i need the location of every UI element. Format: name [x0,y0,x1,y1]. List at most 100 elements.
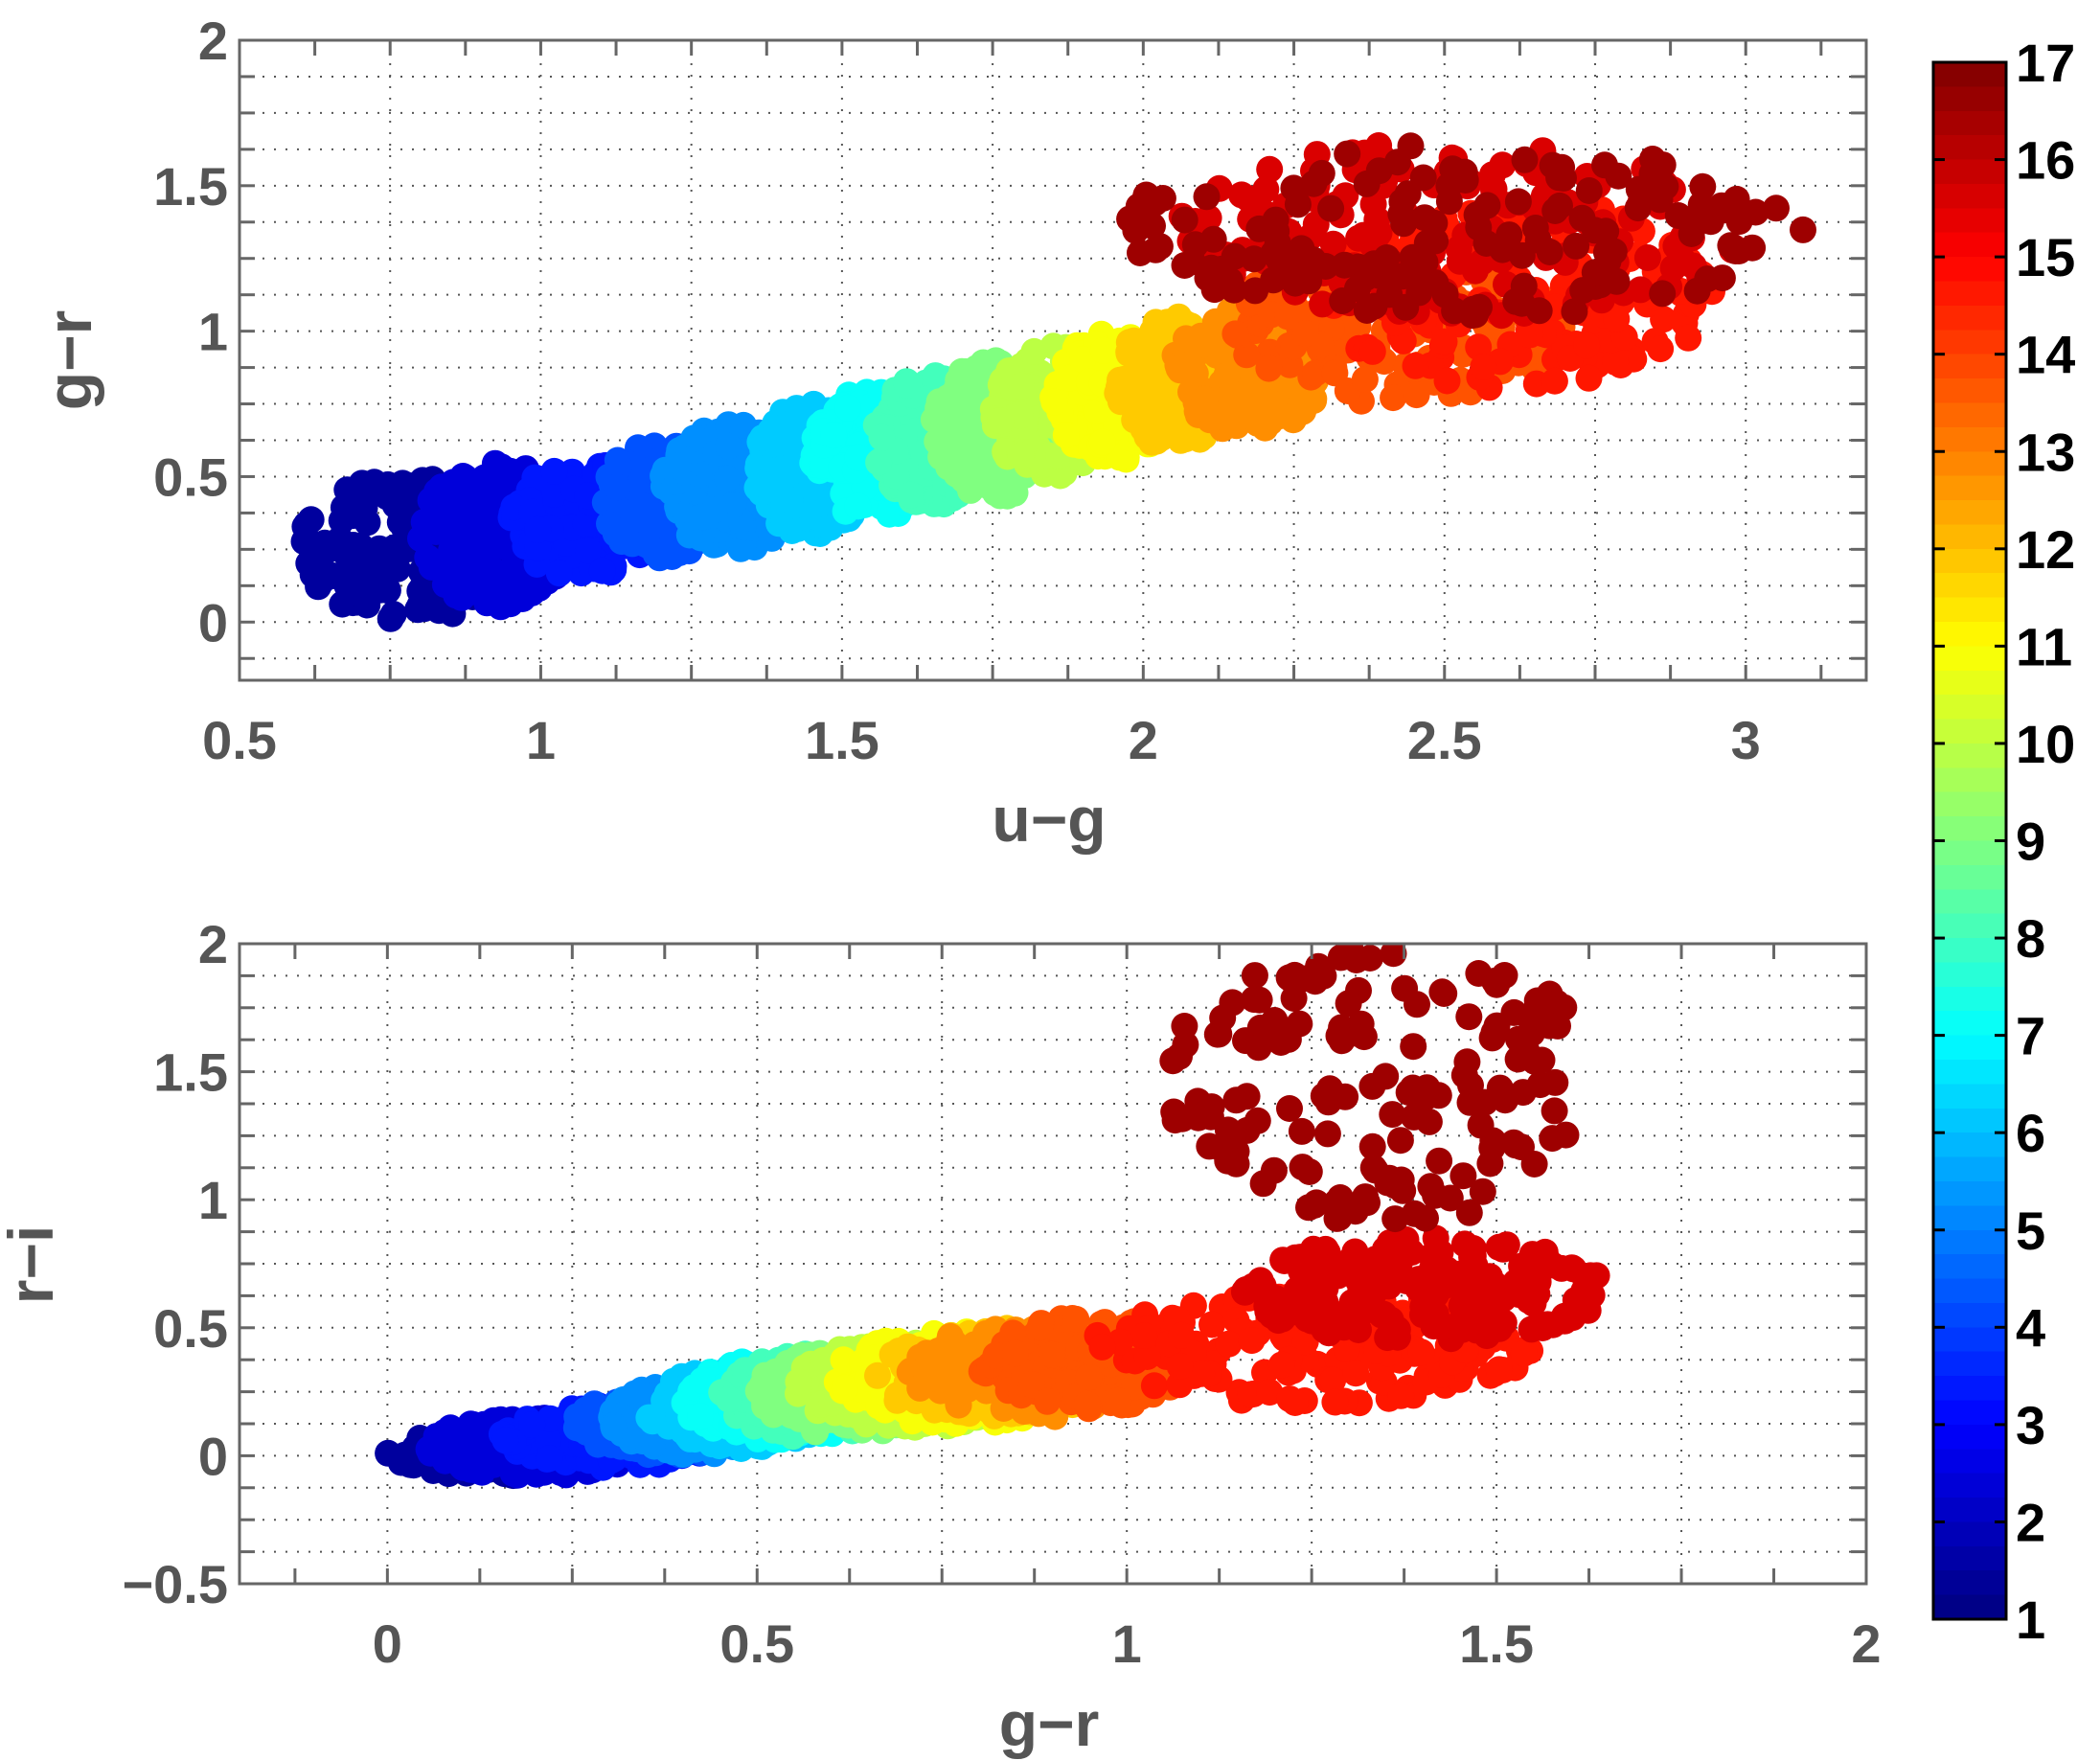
data-point [1263,217,1290,245]
data-point [1511,146,1539,173]
data-point [1256,155,1284,183]
data-point [690,503,718,531]
data-point [1638,160,1666,188]
data-point [1056,364,1083,392]
data-point [687,1403,715,1430]
data-point [331,538,359,566]
data-point [1331,251,1358,279]
data-point [1193,183,1221,211]
data-point [1502,287,1530,315]
data-point [1575,364,1603,392]
data-point [518,1411,546,1439]
bottom-scatter-panel: 0 0.5 1 1.5 2 −0.500.511.52 g−r r−i [0,914,1882,1759]
data-point [1052,422,1080,449]
data-point [477,508,505,536]
data-point [1739,234,1767,262]
data-point [420,511,446,538]
data-point [1649,280,1677,308]
data-point [1286,256,1313,284]
data-point [1742,198,1769,226]
data-point [864,1361,891,1389]
data-point [1319,230,1347,258]
data-point [1675,324,1702,352]
data-point [810,1346,837,1374]
data-point [1470,354,1497,380]
data-point [1198,399,1225,426]
top-series-class-17 [1116,132,1816,330]
data-point [834,394,861,422]
data-point [1697,208,1724,236]
bottom-data-points [375,944,1610,1490]
data-point [959,436,987,464]
data-point [1489,236,1517,263]
data-point [352,553,379,581]
data-point [1237,402,1265,430]
data-point [944,1361,971,1388]
data-point [1146,233,1174,261]
data-point [1040,388,1068,416]
data-point [924,427,951,455]
data-point [575,537,602,564]
top-y-tick-label: 1.5 [153,156,228,217]
data-point [1334,140,1361,168]
data-point [1441,297,1469,325]
data-point [963,354,991,382]
top-x-axis-label: u−g [992,784,1106,855]
data-point [1300,387,1328,415]
data-point [1380,384,1407,412]
data-point [1358,337,1386,365]
top-y-tick-label: 2 [198,11,228,71]
data-point [588,557,616,584]
data-point [1563,232,1590,260]
top-ticks [238,38,1866,680]
data-point [360,469,388,496]
data-point [746,469,774,497]
data-point [1524,226,1552,254]
data-point [1007,442,1035,469]
data-point [1473,192,1501,219]
data-point [986,482,1014,510]
data-point [831,1374,858,1402]
top-x-tick-labels: 0.5 1 1.5 2 2.5 3 [202,710,1761,770]
data-point [763,1394,789,1422]
data-point [478,563,505,591]
data-point [1592,217,1620,245]
data-point [1089,336,1117,364]
data-point [459,1455,487,1483]
top-x-tick-label: 0.5 [202,710,277,770]
data-point [639,1407,667,1435]
data-point [1288,235,1315,263]
bottom-grid [240,944,1866,1584]
data-point [715,432,742,460]
data-point [425,597,453,625]
data-point [1633,244,1661,271]
data-point [689,1366,716,1394]
data-point [456,1432,484,1460]
top-x-tick-label: 1.5 [805,710,879,770]
data-point [1397,132,1425,160]
data-point [785,1368,812,1396]
top-scatter-panel: 0.5 1 1.5 2 2.5 3 00.511.52 u−g g−r [34,11,1868,855]
data-point [1581,259,1609,286]
top-y-tick-label: 0.5 [153,446,228,507]
data-point [1575,177,1603,204]
data-point [629,1382,657,1409]
top-x-tick-label: 1 [526,710,556,770]
top-axes-frame [238,38,1868,682]
data-point [1561,298,1588,326]
data-point [1217,267,1244,295]
data-point [1550,164,1577,192]
data-point [1260,266,1288,294]
data-point [451,464,479,492]
data-point [432,550,460,578]
data-point [1445,235,1472,263]
data-point [883,1382,911,1409]
data-point [730,411,758,439]
data-point [454,554,482,582]
data-point [1409,164,1437,192]
data-point [844,492,872,520]
data-point [922,362,949,390]
data-point [1260,240,1288,267]
top-y-tick-label: 1 [198,302,228,362]
data-point [1525,297,1553,325]
